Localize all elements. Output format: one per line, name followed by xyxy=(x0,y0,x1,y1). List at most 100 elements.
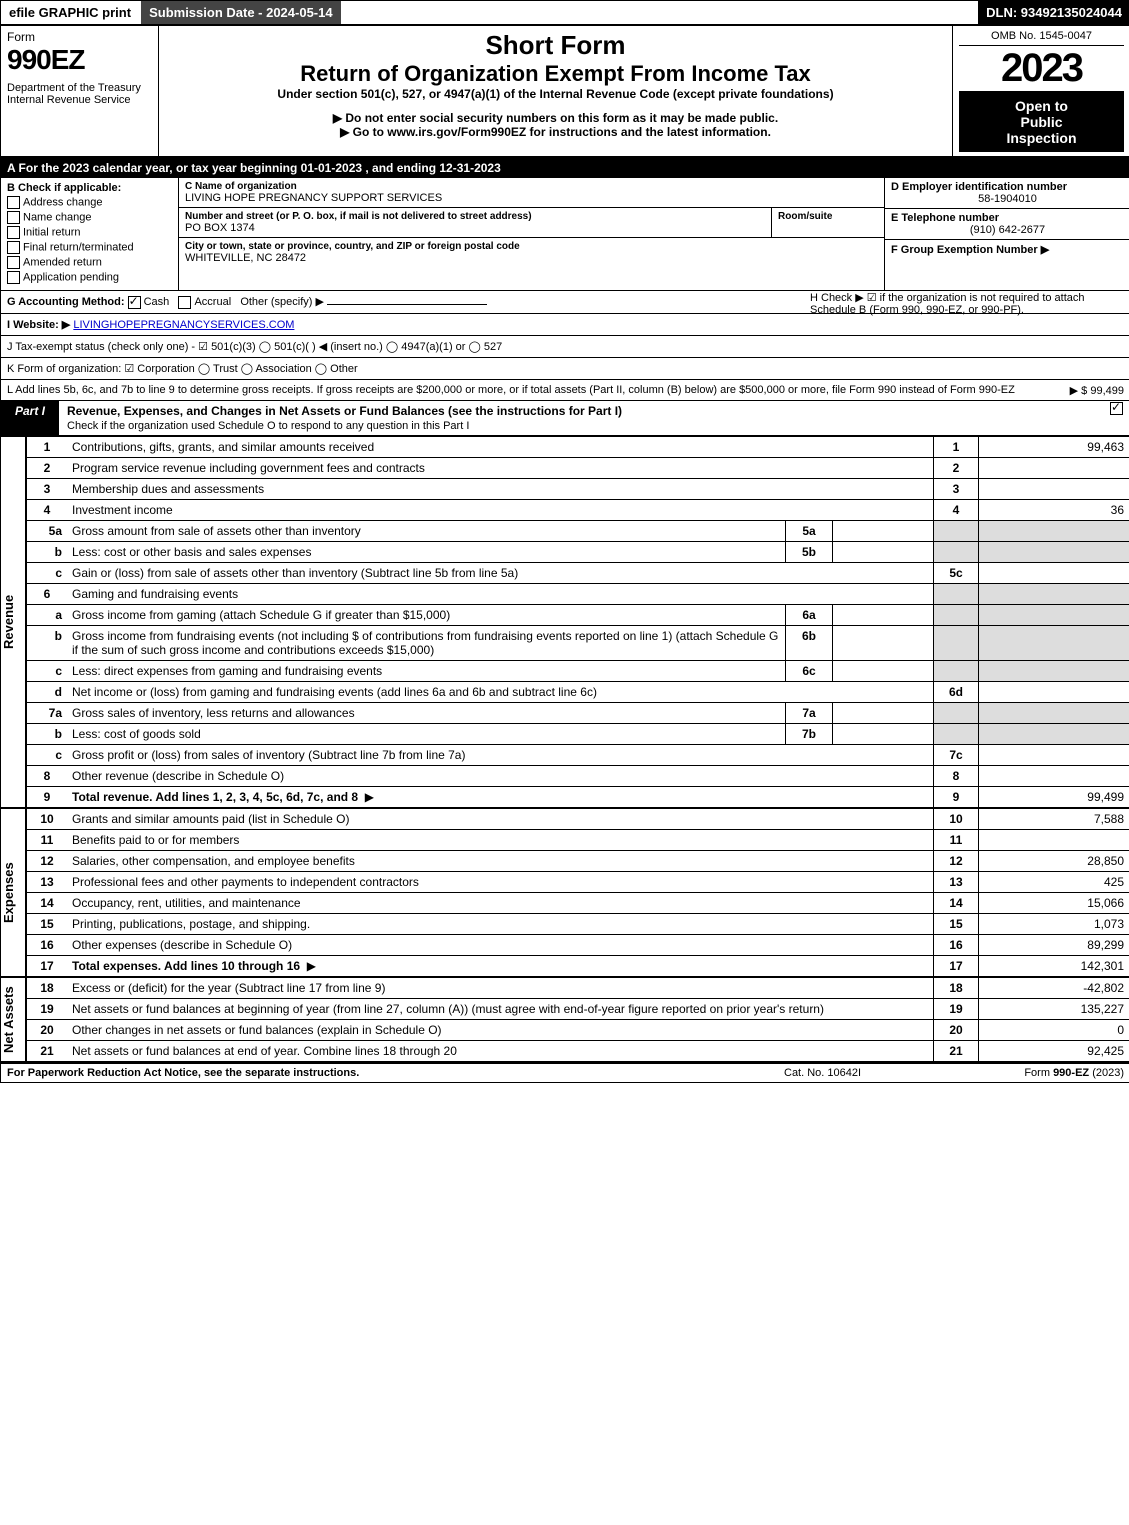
dln: DLN: 93492135024044 xyxy=(978,1,1129,24)
line-6d: dNet income or (loss) from gaming and fu… xyxy=(27,681,1129,702)
line-12: 12Salaries, other compensation, and empl… xyxy=(27,850,1129,871)
line-7c: cGross profit or (loss) from sales of in… xyxy=(27,744,1129,765)
header-right: OMB No. 1545-0047 2023 Open to Public In… xyxy=(952,26,1129,156)
line-21: 21Net assets or fund balances at end of … xyxy=(27,1040,1129,1061)
f-label: F Group Exemption Number ▶ xyxy=(891,243,1124,256)
omb-number: OMB No. 1545-0047 xyxy=(959,30,1124,46)
side-net-assets: Net Assets xyxy=(1,977,26,1062)
section-g: G Accounting Method: Cash Accrual Other … xyxy=(1,291,1129,314)
header-center: Short Form Return of Organization Exempt… xyxy=(159,26,952,156)
revenue-table: 1Contributions, gifts, grants, and simil… xyxy=(26,436,1129,808)
section-j: J Tax-exempt status (check only one) - ☑… xyxy=(1,336,1129,358)
side-revenue: Revenue xyxy=(1,436,26,808)
header-left: Form 990EZ Department of the Treasury In… xyxy=(1,26,159,156)
cb-amended-return[interactable]: Amended return xyxy=(7,256,172,269)
cb-address-change[interactable]: Address change xyxy=(7,196,172,209)
part-i-title: Revenue, Expenses, and Changes in Net As… xyxy=(67,404,622,418)
line-6a: aGross income from gaming (attach Schedu… xyxy=(27,604,1129,625)
line-10: 10Grants and similar amounts paid (list … xyxy=(27,808,1129,829)
line-16: 16Other expenses (describe in Schedule O… xyxy=(27,934,1129,955)
section-l: L Add lines 5b, 6c, and 7b to line 9 to … xyxy=(1,380,1129,401)
section-bcdef: B Check if applicable: Address change Na… xyxy=(1,178,1129,291)
section-h: H Check ▶ ☑ if the organization is not r… xyxy=(810,291,1120,316)
form-label: Form xyxy=(7,30,152,44)
line-3: 3Membership dues and assessments3 xyxy=(27,478,1129,499)
line-17: 17Total expenses. Add lines 10 through 1… xyxy=(27,955,1129,976)
goto-link[interactable]: ▶ Go to www.irs.gov/Form990EZ for instru… xyxy=(169,125,942,139)
line-6c: cLess: direct expenses from gaming and f… xyxy=(27,660,1129,681)
line-5c: cGain or (loss) from sale of assets othe… xyxy=(27,562,1129,583)
section-i: I Website: ▶ LIVINGHOPEPREGNANCYSERVICES… xyxy=(1,314,1129,336)
section-def: D Employer identification number 58-1904… xyxy=(885,178,1129,290)
section-b: B Check if applicable: Address change Na… xyxy=(1,178,179,290)
part-i-header: Part I Revenue, Expenses, and Changes in… xyxy=(1,401,1129,436)
org-name: LIVING HOPE PREGNANCY SUPPORT SERVICES xyxy=(185,192,878,204)
line-19: 19Net assets or fund balances at beginni… xyxy=(27,998,1129,1019)
line-1: 1Contributions, gifts, grants, and simil… xyxy=(27,436,1129,457)
net-assets-table: 18Excess or (deficit) for the year (Subt… xyxy=(26,977,1129,1062)
line-4: 4Investment income436 xyxy=(27,499,1129,520)
line-6b: bGross income from fundraising events (n… xyxy=(27,625,1129,660)
line-6: 6Gaming and fundraising events xyxy=(27,583,1129,604)
form-page: efile GRAPHIC print Submission Date - 20… xyxy=(0,0,1129,1083)
e-label: E Telephone number xyxy=(891,212,1124,224)
part-i-check-text: Check if the organization used Schedule … xyxy=(67,420,469,432)
website-link[interactable]: LIVINGHOPEPREGNANCYSERVICES.COM xyxy=(73,319,294,331)
line-20: 20Other changes in net assets or fund ba… xyxy=(27,1019,1129,1040)
cb-accrual[interactable] xyxy=(178,296,191,309)
line-7b: bLess: cost of goods sold7b xyxy=(27,723,1129,744)
b-header: B Check if applicable: xyxy=(7,182,172,194)
form-ref: Form 990-EZ (2023) xyxy=(944,1067,1124,1079)
cb-application-pending[interactable]: Application pending xyxy=(7,271,172,284)
telephone: (910) 642-2677 xyxy=(891,224,1124,236)
dept-treasury: Department of the Treasury Internal Reve… xyxy=(7,82,152,106)
open-to-public: Open to Public Inspection xyxy=(959,92,1124,152)
c-room-label: Room/suite xyxy=(778,211,878,222)
expenses-table: 10Grants and similar amounts paid (list … xyxy=(26,808,1129,977)
line-11: 11Benefits paid to or for members11 xyxy=(27,829,1129,850)
org-city: WHITEVILLE, NC 28472 xyxy=(185,252,878,264)
tax-year: 2023 xyxy=(959,46,1124,92)
line-18: 18Excess or (deficit) for the year (Subt… xyxy=(27,977,1129,998)
section-c: C Name of organization LIVING HOPE PREGN… xyxy=(179,178,885,290)
cb-cash[interactable] xyxy=(128,296,141,309)
c-city-label: City or town, state or province, country… xyxy=(185,241,878,252)
line-13: 13Professional fees and other payments t… xyxy=(27,871,1129,892)
cb-final-return[interactable]: Final return/terminated xyxy=(7,241,172,254)
line-7a: 7aGross sales of inventory, less returns… xyxy=(27,702,1129,723)
d-label: D Employer identification number xyxy=(891,181,1124,193)
org-street: PO BOX 1374 xyxy=(185,222,765,234)
ein: 58-1904010 xyxy=(891,193,1124,205)
line-8: 8Other revenue (describe in Schedule O)8 xyxy=(27,765,1129,786)
no-ssn-note: ▶ Do not enter social security numbers o… xyxy=(169,111,942,125)
cb-initial-return[interactable]: Initial return xyxy=(7,226,172,239)
page-footer: For Paperwork Reduction Act Notice, see … xyxy=(1,1062,1129,1082)
revenue-section: Revenue 1Contributions, gifts, grants, a… xyxy=(1,436,1129,808)
short-form-title: Short Form xyxy=(169,30,942,61)
form-number: 990EZ xyxy=(7,44,152,76)
line-5a: 5aGross amount from sale of assets other… xyxy=(27,520,1129,541)
c-name-label: C Name of organization xyxy=(185,181,878,192)
line-2: 2Program service revenue including gover… xyxy=(27,457,1129,478)
expenses-section: Expenses 10Grants and similar amounts pa… xyxy=(1,808,1129,977)
cb-name-change[interactable]: Name change xyxy=(7,211,172,224)
paperwork-notice: For Paperwork Reduction Act Notice, see … xyxy=(7,1067,784,1079)
submission-date: Submission Date - 2024-05-14 xyxy=(141,1,343,24)
net-assets-section: Net Assets 18Excess or (deficit) for the… xyxy=(1,977,1129,1062)
line-15: 15Printing, publications, postage, and s… xyxy=(27,913,1129,934)
form-header: Form 990EZ Department of the Treasury In… xyxy=(1,26,1129,158)
section-k: K Form of organization: ☑ Corporation ◯ … xyxy=(1,358,1129,380)
top-bar: efile GRAPHIC print Submission Date - 20… xyxy=(1,1,1129,26)
c-street-label: Number and street (or P. O. box, if mail… xyxy=(185,211,765,222)
cat-no: Cat. No. 10642I xyxy=(784,1067,944,1079)
side-expenses: Expenses xyxy=(1,808,26,977)
cb-schedule-o[interactable] xyxy=(1110,402,1123,415)
line-9: 9Total revenue. Add lines 1, 2, 3, 4, 5c… xyxy=(27,786,1129,807)
line-5b: bLess: cost or other basis and sales exp… xyxy=(27,541,1129,562)
part-i-tab: Part I xyxy=(1,401,59,435)
section-a: A For the 2023 calendar year, or tax yea… xyxy=(1,158,1129,178)
gross-receipts: 99,499 xyxy=(1090,385,1124,397)
other-specify-input[interactable] xyxy=(327,304,487,305)
line-14: 14Occupancy, rent, utilities, and mainte… xyxy=(27,892,1129,913)
efile-print[interactable]: efile GRAPHIC print xyxy=(1,1,141,24)
